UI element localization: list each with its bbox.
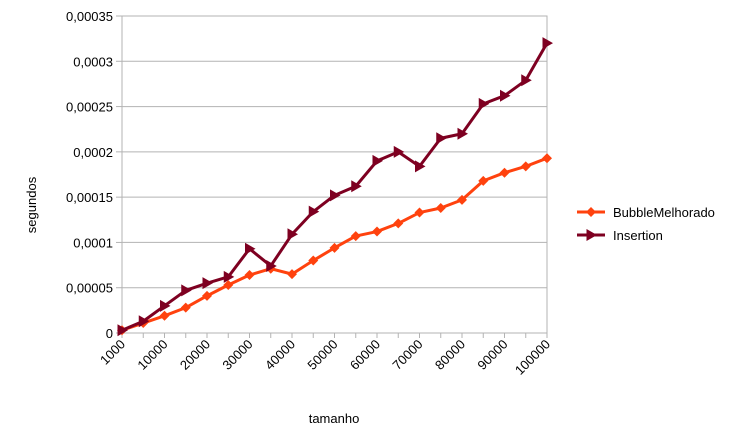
y-tick-label: 0,0002 — [73, 145, 113, 160]
y-tick-label: 0,00025 — [66, 100, 113, 115]
data-point — [478, 175, 489, 186]
y-axis-ticks: 0 0,00005 0,0001 0,00015 0,0002 0,00025 0,0003… — [66, 9, 122, 341]
series-insertion — [117, 37, 553, 337]
data-point — [542, 37, 553, 50]
legend-marker — [586, 229, 597, 241]
data-point — [202, 290, 212, 301]
data-point — [393, 145, 405, 158]
data-point — [435, 203, 446, 214]
data-point — [520, 161, 531, 172]
data-point — [223, 279, 234, 290]
data-point — [266, 259, 277, 272]
data-point — [159, 310, 170, 321]
data-point — [308, 205, 320, 218]
y-tick-label: 0,00005 — [66, 281, 113, 296]
legend-marker — [586, 207, 596, 217]
data-point — [350, 231, 361, 242]
data-point — [181, 284, 192, 297]
y-axis-title: segundos — [24, 176, 39, 233]
data-point — [499, 167, 510, 178]
data-point — [202, 277, 213, 290]
legend: BubbleMelhorado Insertion — [577, 205, 715, 243]
data-point — [117, 324, 128, 337]
y-tick-label: 0,00015 — [66, 190, 113, 205]
y-tick-label: 0,00035 — [66, 9, 113, 24]
data-point — [351, 180, 362, 193]
data-point — [436, 132, 447, 145]
data-point — [393, 218, 404, 229]
data-point — [500, 89, 511, 102]
data-point — [372, 154, 383, 167]
data-point — [223, 270, 235, 283]
legend-label: BubbleMelhorado — [613, 205, 715, 220]
data-point — [160, 299, 171, 312]
data-point — [372, 226, 382, 237]
series-layer — [117, 37, 553, 337]
data-point — [180, 302, 191, 313]
data-point — [457, 194, 467, 205]
data-point — [521, 74, 532, 87]
y-tick-label: 0 — [106, 326, 113, 341]
legend-item: Insertion — [577, 228, 663, 243]
y-tick-label: 0,0001 — [73, 235, 113, 250]
data-point — [478, 97, 490, 110]
data-point — [330, 189, 341, 202]
data-point — [308, 255, 319, 266]
data-point — [287, 269, 297, 280]
data-point — [138, 315, 150, 328]
legend-label: Insertion — [613, 228, 663, 243]
data-point — [542, 153, 552, 164]
legend-item: BubbleMelhorado — [577, 205, 715, 220]
y-tick-label: 0,0003 — [73, 54, 113, 69]
x-axis-title: tamanho — [309, 411, 360, 426]
data-point — [457, 127, 468, 140]
data-point — [287, 228, 298, 241]
data-point — [414, 207, 425, 218]
data-point — [245, 242, 256, 255]
data-point — [244, 270, 255, 281]
data-point — [329, 242, 340, 253]
data-point — [415, 160, 426, 173]
